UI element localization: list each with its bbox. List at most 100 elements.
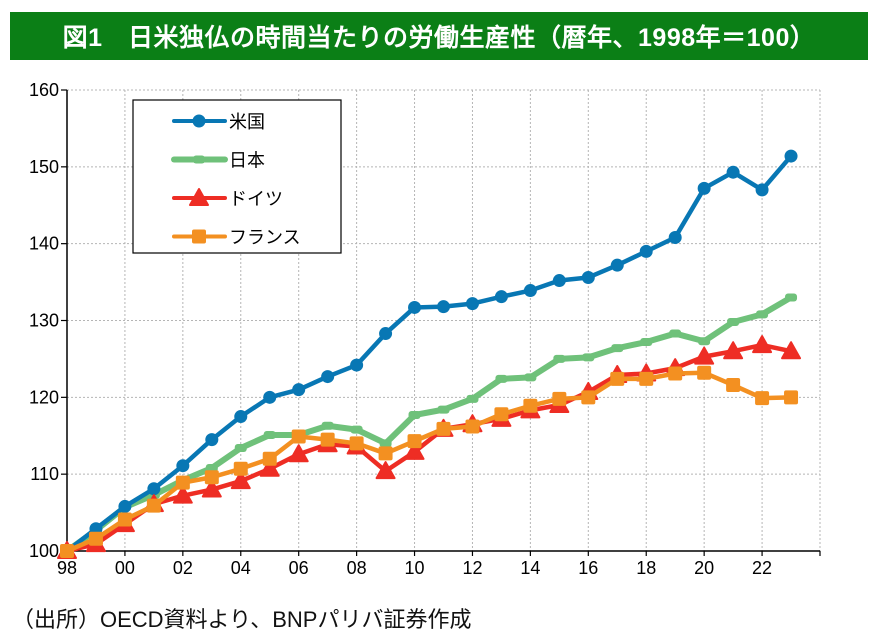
data-point <box>784 149 798 163</box>
data-point <box>230 471 251 490</box>
data-point <box>639 244 653 258</box>
legend-marker <box>189 188 209 206</box>
data-point <box>523 284 537 298</box>
data-point <box>523 398 538 413</box>
data-point <box>408 300 422 314</box>
data-point <box>201 479 222 498</box>
data-point <box>781 341 802 360</box>
data-point <box>321 370 335 384</box>
data-point <box>375 461 396 480</box>
data-point <box>785 293 798 302</box>
data-point <box>755 183 769 197</box>
data-point <box>726 165 740 179</box>
data-point <box>263 390 277 404</box>
data-point <box>668 231 682 245</box>
legend-marker <box>192 114 206 128</box>
x-tick-label: 04 <box>231 558 251 578</box>
data-point <box>146 498 161 513</box>
data-point <box>288 444 309 463</box>
data-point <box>437 405 450 414</box>
data-point <box>694 346 715 365</box>
y-tick-label: 140 <box>29 234 59 254</box>
y-tick-label: 160 <box>29 80 59 100</box>
legend-label: 米国 <box>229 112 265 133</box>
data-point <box>494 290 508 304</box>
data-point <box>610 371 625 386</box>
data-point <box>407 434 422 449</box>
x-tick-label: 02 <box>173 558 193 578</box>
data-point <box>465 419 480 434</box>
line-chart: 100 110 120 130 140 150 160 98 00 02 04 06 08 10 12 14 1… <box>29 80 821 578</box>
data-point <box>379 439 392 448</box>
x-tick-label: 98 <box>57 558 77 578</box>
data-point <box>233 461 248 476</box>
data-point <box>379 327 393 341</box>
data-point <box>262 451 277 466</box>
data-point <box>727 318 740 327</box>
data-point <box>582 353 595 362</box>
x-tick-label: 20 <box>694 558 714 578</box>
data-point <box>408 411 421 420</box>
data-point <box>172 485 193 504</box>
data-point <box>350 425 363 434</box>
data-point <box>697 181 711 195</box>
data-point <box>204 470 219 485</box>
data-point <box>639 371 654 386</box>
data-point <box>698 337 711 346</box>
x-tick-label: 08 <box>347 558 367 578</box>
data-point <box>465 297 479 311</box>
data-point <box>723 341 744 360</box>
data-point <box>581 390 596 405</box>
data-point <box>437 300 450 314</box>
data-point <box>669 329 682 338</box>
data-point <box>60 544 74 558</box>
x-tick-label: 06 <box>289 558 309 578</box>
data-point <box>259 458 280 477</box>
x-tick-label: 12 <box>462 558 482 578</box>
data-point <box>320 432 335 447</box>
data-point <box>404 441 425 460</box>
data-point <box>640 338 653 347</box>
legend-label: フランス <box>229 228 301 249</box>
x-tick-label: 10 <box>405 558 425 578</box>
y-tick-label: 110 <box>30 464 59 484</box>
data-point <box>175 475 190 490</box>
data-point <box>350 358 364 372</box>
y-tick-label: 150 <box>29 157 59 177</box>
series-3 <box>60 365 799 558</box>
data-point <box>118 499 132 513</box>
legend-marker <box>192 229 206 244</box>
data-point <box>117 512 132 527</box>
data-point <box>205 464 218 473</box>
data-point <box>263 430 276 439</box>
legend-label: 日本 <box>229 151 265 172</box>
data-point <box>552 274 566 288</box>
axes: 100 110 120 130 140 150 160 98 00 02 04 06 08 10 12 14 1… <box>29 80 821 578</box>
data-point <box>88 531 103 546</box>
legend-label: ドイツ <box>229 189 283 210</box>
data-point <box>147 482 161 496</box>
x-tick-label: 00 <box>115 558 135 578</box>
data-point <box>552 391 567 406</box>
x-tick-label: 16 <box>578 558 598 578</box>
data-point <box>205 433 219 447</box>
series-1 <box>61 293 798 555</box>
data-point <box>755 391 770 406</box>
data-point <box>436 421 451 436</box>
y-tick-label: 120 <box>29 387 59 407</box>
data-point <box>784 390 799 405</box>
series-2 <box>57 335 802 559</box>
data-point <box>524 373 537 382</box>
data-point <box>495 374 508 383</box>
data-point <box>349 436 364 451</box>
data-point <box>752 335 773 354</box>
data-point <box>726 378 741 393</box>
x-tick-label: 14 <box>520 558 540 578</box>
data-point <box>553 354 566 363</box>
data-point <box>756 310 769 319</box>
series-group <box>57 149 802 559</box>
chart-title-banner: 図1 日米独仏の時間当たりの労働生産性（暦年、1998年＝100） <box>10 12 868 60</box>
legend-box <box>132 99 342 254</box>
data-point <box>581 270 595 284</box>
